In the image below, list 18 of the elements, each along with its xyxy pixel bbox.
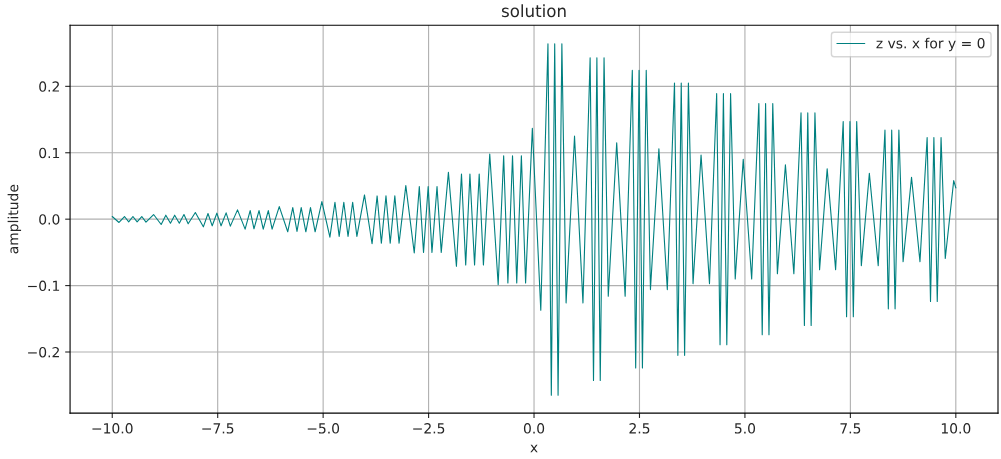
x-tick-label: −2.5 — [413, 423, 445, 434]
y-tick-label: 0.1 — [39, 147, 60, 159]
x-tick-label: −7.5 — [202, 423, 234, 434]
chart-title: solution — [501, 4, 566, 18]
legend-label: z vs. x for y = 0 — [876, 37, 985, 52]
y-tick-label: −0.1 — [28, 280, 60, 292]
x-tick-label: 0.0 — [523, 423, 545, 434]
x-tick-label: −10.0 — [92, 423, 133, 434]
y-axis-title: amplitude — [7, 184, 22, 254]
y-tick-label: 0.0 — [39, 214, 60, 225]
y-tick-label: 0.2 — [39, 81, 59, 92]
x-tick-label: −5.0 — [307, 423, 340, 434]
y-tick-label: −0.2 — [28, 346, 59, 358]
x-tick-label: 10.0 — [941, 423, 971, 434]
x-axis-title: x — [530, 444, 538, 453]
x-tick-label: 2.5 — [629, 423, 650, 434]
x-tick-label: 5.0 — [734, 423, 756, 434]
x-tick-label: 7.5 — [840, 423, 861, 434]
